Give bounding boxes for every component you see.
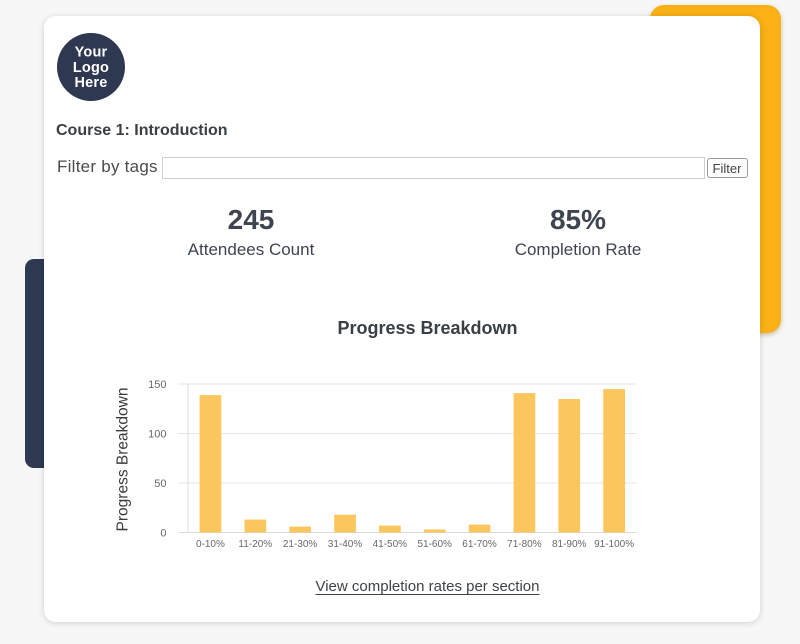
svg-text:91-100%: 91-100%: [594, 539, 634, 550]
svg-text:31-40%: 31-40%: [328, 539, 363, 550]
svg-text:Progress Breakdown: Progress Breakdown: [115, 388, 132, 532]
svg-text:21-30%: 21-30%: [283, 539, 318, 550]
svg-text:41-50%: 41-50%: [373, 539, 408, 550]
svg-text:0: 0: [160, 528, 166, 540]
svg-text:11-20%: 11-20%: [238, 539, 272, 550]
svg-text:100: 100: [148, 429, 166, 441]
svg-text:0-10%: 0-10%: [196, 539, 225, 550]
svg-text:50: 50: [154, 478, 166, 490]
svg-text:51-60%: 51-60%: [417, 539, 452, 550]
svg-text:Logo: Logo: [73, 60, 109, 76]
svg-text:150: 150: [148, 379, 166, 391]
svg-text:Here: Here: [74, 75, 107, 91]
svg-text:81-90%: 81-90%: [552, 539, 587, 550]
svg-text:71-80%: 71-80%: [507, 539, 542, 550]
svg-text:Your: Your: [74, 45, 107, 61]
svg-text:61-70%: 61-70%: [462, 539, 497, 550]
